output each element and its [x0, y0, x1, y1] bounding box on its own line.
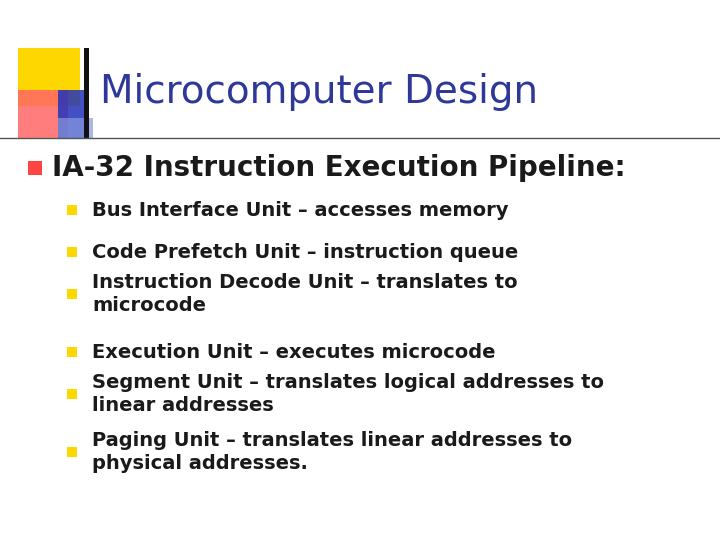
Bar	[67, 447, 77, 457]
Bar	[67, 389, 77, 399]
Bar	[84, 48, 89, 138]
Text: Bus Interface Unit – accesses memory: Bus Interface Unit – accesses memory	[92, 200, 508, 219]
Bar	[67, 347, 77, 357]
Text: Segment Unit – translates logical addresses to
linear addresses: Segment Unit – translates logical addres…	[92, 373, 604, 415]
Bar	[18, 90, 68, 138]
Bar	[58, 90, 86, 138]
Text: Paging Unit – translates linear addresses to
physical addresses.: Paging Unit – translates linear addresse…	[92, 431, 572, 473]
Text: Microcomputer Design: Microcomputer Design	[100, 73, 538, 111]
Text: Instruction Decode Unit – translates to
microcode: Instruction Decode Unit – translates to …	[92, 273, 518, 315]
Text: IA-32 Instruction Execution Pipeline:: IA-32 Instruction Execution Pipeline:	[52, 154, 626, 182]
Bar	[28, 161, 42, 175]
Bar	[58, 118, 93, 138]
Text: Execution Unit – executes microcode: Execution Unit – executes microcode	[92, 342, 495, 361]
Bar	[67, 205, 77, 215]
Bar	[67, 247, 77, 257]
Bar	[18, 48, 80, 106]
Text: Code Prefetch Unit – instruction queue: Code Prefetch Unit – instruction queue	[92, 242, 518, 261]
Bar	[67, 289, 77, 299]
